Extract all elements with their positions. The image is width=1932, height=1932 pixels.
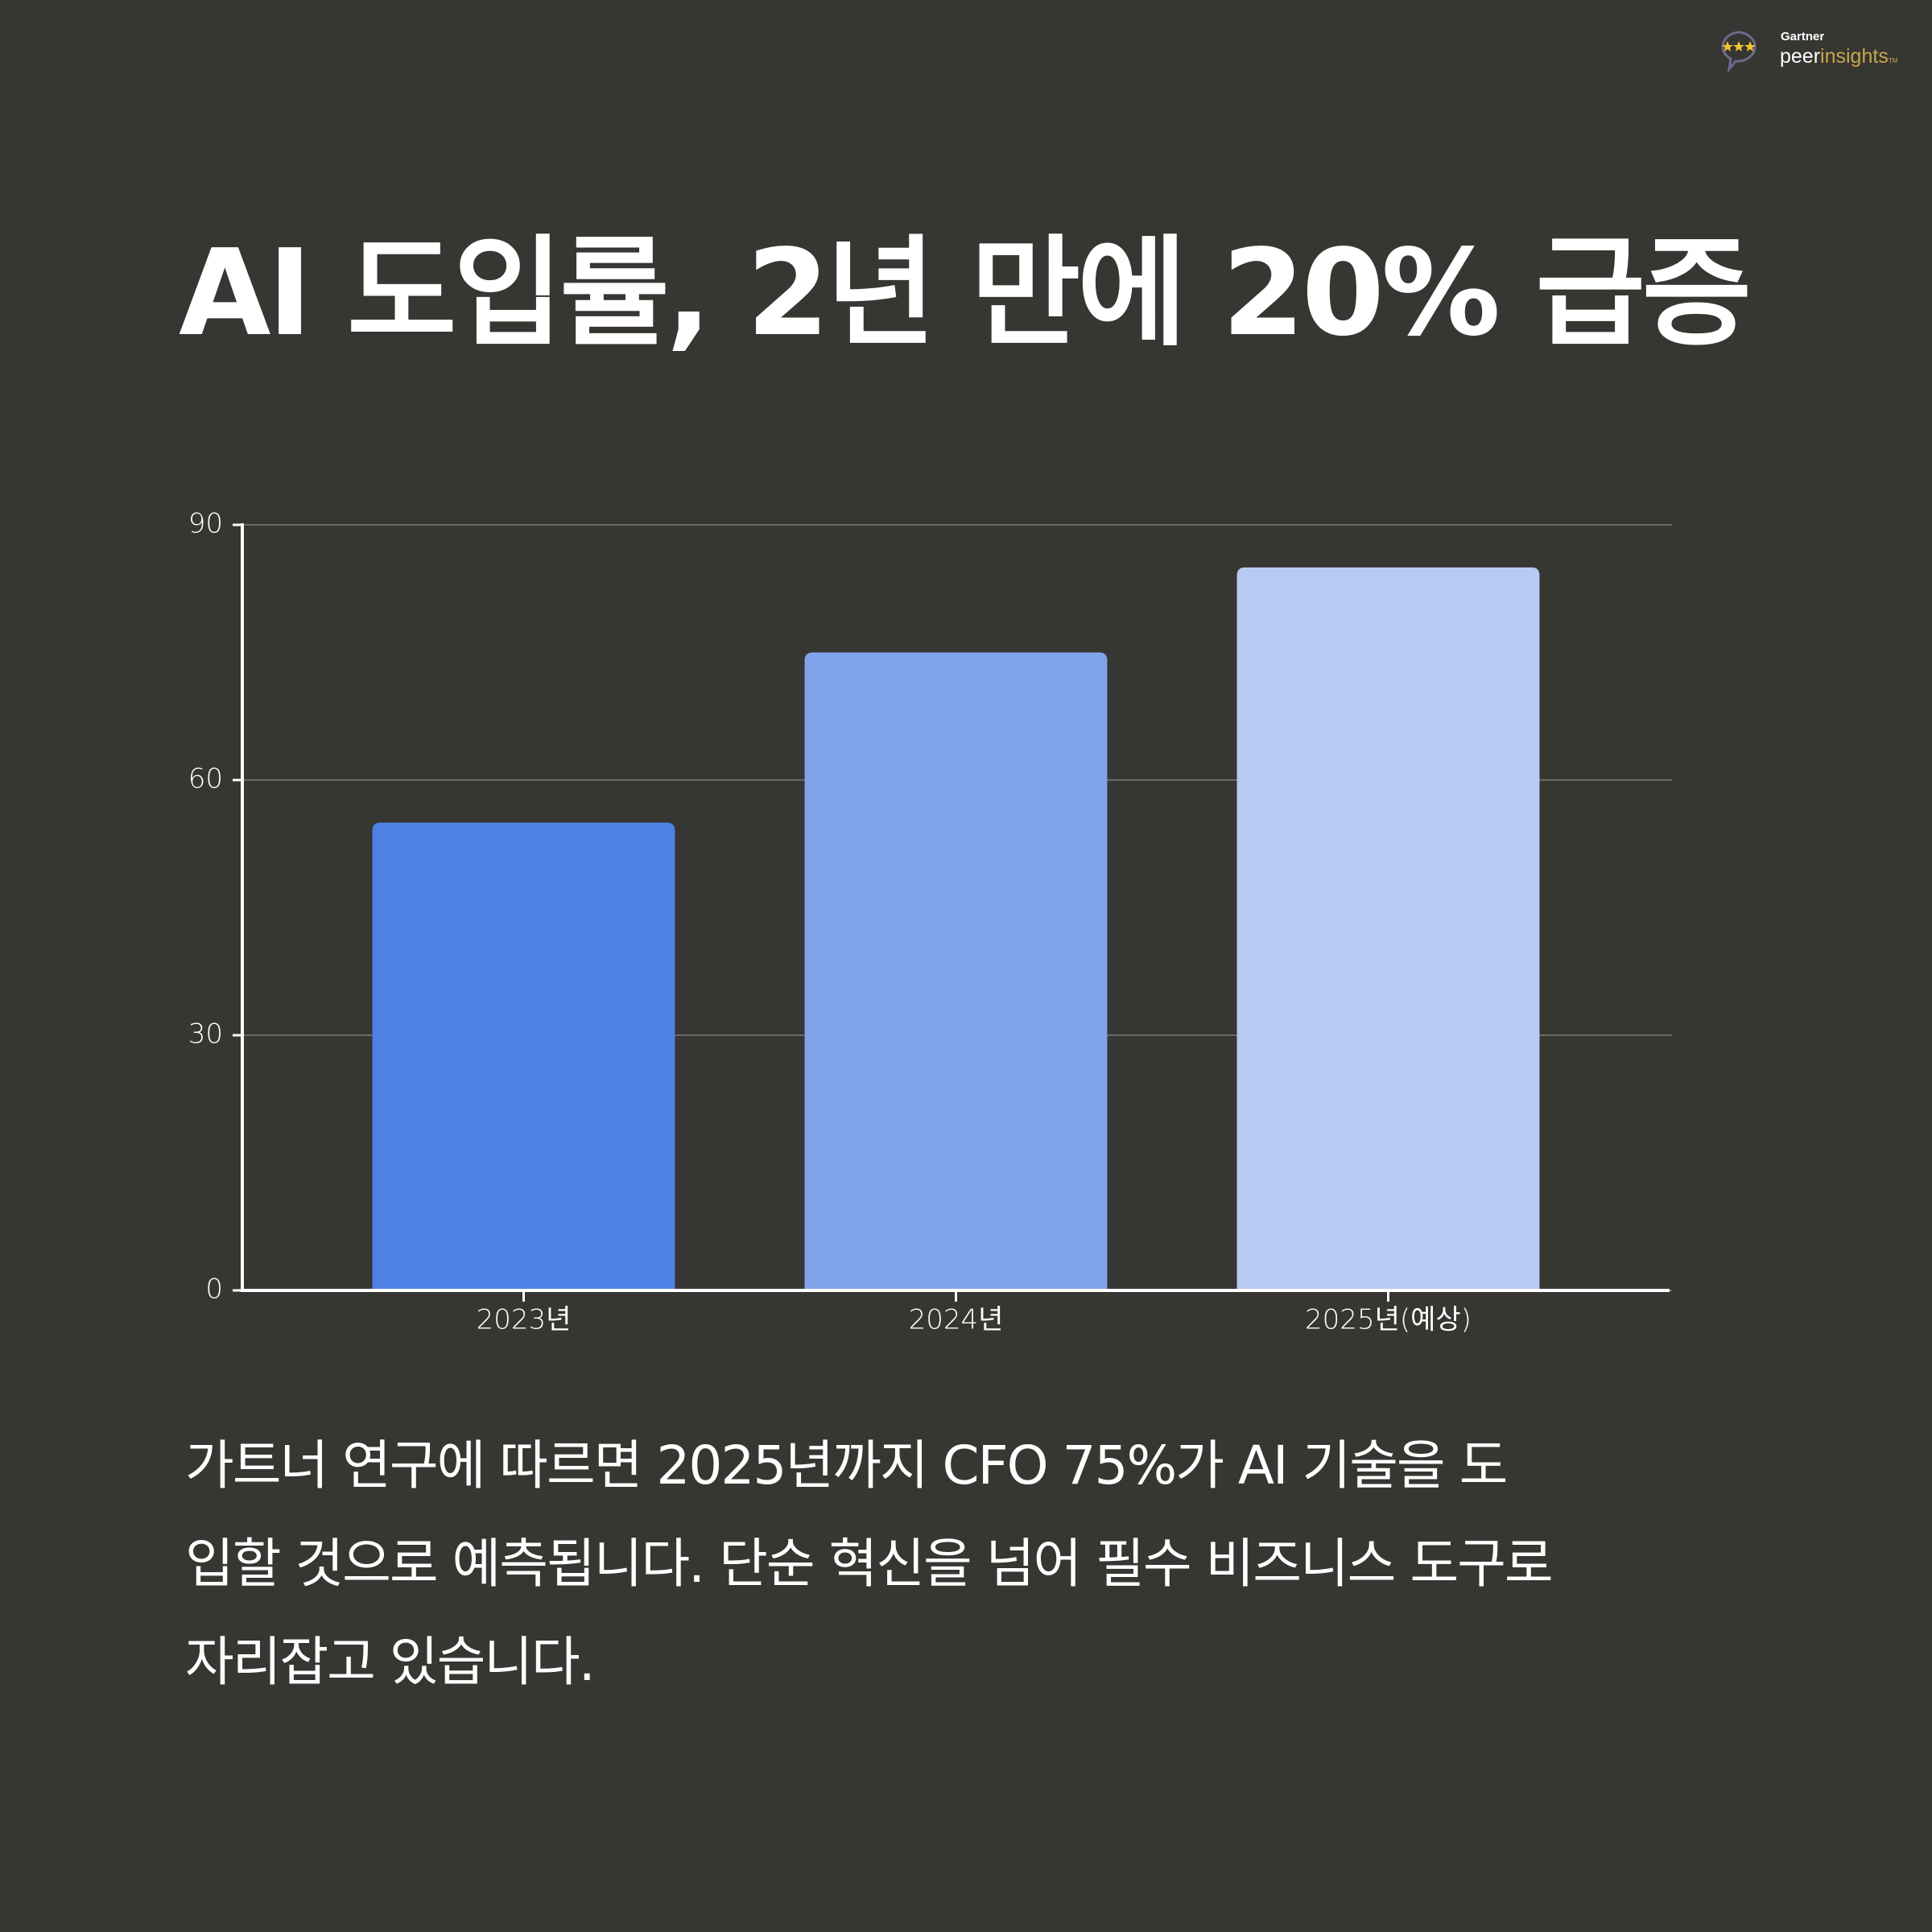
chart: 0 30 60 90 2023년 2024년 2025년(예상) xyxy=(188,508,1672,1336)
bar xyxy=(1236,567,1540,1290)
logo-word: insights xyxy=(1820,45,1889,68)
y-tick-label: 30 xyxy=(188,1018,223,1051)
description-line: 가트너 연구에 따르면 2025년까지 CFO 75%가 AI 기술을 도 xyxy=(185,1435,1508,1496)
y-tick-label: 0 xyxy=(205,1274,223,1306)
description-line: 입할 것으로 예측됩니다. 단순 혁신을 넘어 필수 비즈니스 도구로 xyxy=(185,1533,1554,1595)
logo: Gartner peerinsightsTM xyxy=(1721,30,1898,72)
logo-word: peer xyxy=(1780,45,1820,68)
logo-bubble xyxy=(1721,31,1757,72)
description-line: 자리잡고 있습니다. xyxy=(185,1631,596,1693)
bar xyxy=(804,652,1108,1290)
logo-mark: TM xyxy=(1889,57,1898,64)
logo-brand: Gartner xyxy=(1781,30,1824,43)
logo-stars xyxy=(1722,41,1756,52)
logo-text: peerinsightsTM xyxy=(1780,45,1898,68)
bar xyxy=(372,822,675,1290)
y-tick-label: 90 xyxy=(188,508,223,540)
y-tick-label: 60 xyxy=(188,763,223,795)
x-tick-label: 2024년 xyxy=(909,1304,1004,1336)
chart-title: AI 도입률, 2년 만에 20% 급증 xyxy=(179,224,1752,362)
description: 가트너 연구에 따르면 2025년까지 CFO 75%가 AI 기술을 도 입할… xyxy=(185,1417,1554,1711)
x-tick-label: 2023년 xyxy=(477,1304,572,1336)
x-tick-label: 2025년(예상) xyxy=(1305,1304,1472,1336)
